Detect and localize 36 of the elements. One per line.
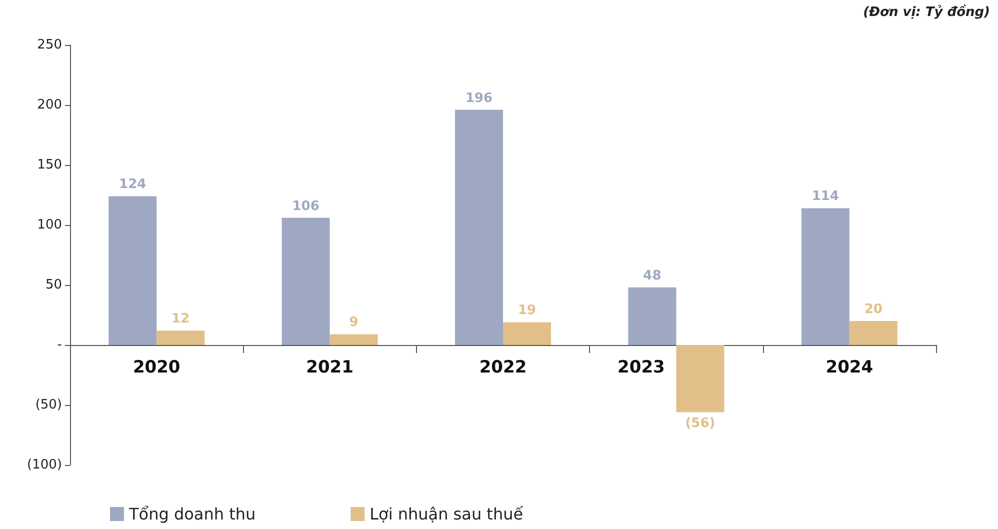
x-tick-label: 2024 <box>826 358 874 378</box>
bar <box>849 321 898 345</box>
x-tick-label: 2020 <box>132 358 180 378</box>
legend-label: Tổng doanh thu <box>128 504 256 524</box>
data-label: 9 <box>349 315 358 330</box>
bar <box>676 345 724 412</box>
bar <box>108 196 157 345</box>
legend-label: Lợi nhuận sau thuế <box>370 504 524 524</box>
bar <box>628 287 676 345</box>
x-tick-label: 2021 <box>306 358 354 378</box>
data-label: 114 <box>812 189 839 204</box>
data-label: 12 <box>172 312 190 327</box>
y-tick-label: (50) <box>35 398 62 412</box>
data-label: 20 <box>864 302 882 317</box>
y-tick-label: (100) <box>27 458 62 472</box>
data-label: 19 <box>518 303 536 318</box>
data-label: 48 <box>643 268 662 284</box>
bar <box>801 208 850 345</box>
data-label: 106 <box>292 198 320 214</box>
x-tick-label: 2022 <box>479 358 527 378</box>
data-label: (56) <box>685 416 716 432</box>
bar <box>282 218 330 345</box>
x-tick-label: 2023 <box>618 358 665 378</box>
y-tick-label: 200 <box>37 98 62 112</box>
y-tick-label: 250 <box>37 38 62 52</box>
bar <box>330 334 378 345</box>
bar <box>455 110 503 345</box>
y-tick-label: - <box>57 338 62 352</box>
bar <box>503 322 551 345</box>
data-label: 124 <box>119 177 146 192</box>
data-label: 196 <box>465 90 493 106</box>
y-tick-label: 50 <box>45 278 62 292</box>
text: (Đơn vị: Tỷ đồng) <box>863 4 990 20</box>
bar <box>156 330 205 345</box>
y-tick-label: 100 <box>37 218 62 232</box>
y-tick-label: 150 <box>37 158 62 172</box>
